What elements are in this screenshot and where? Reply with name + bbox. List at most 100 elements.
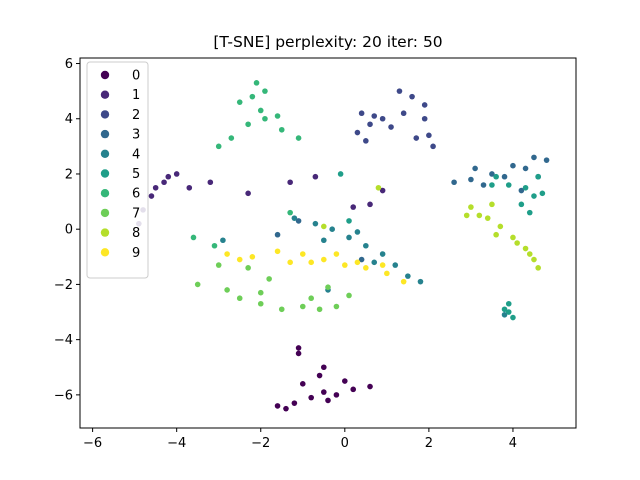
point-class-2	[354, 129, 361, 136]
point-class-1	[186, 184, 193, 191]
point-class-8	[484, 215, 491, 221]
scatter-points	[136, 80, 550, 412]
series-2	[354, 88, 436, 150]
point-class-1	[367, 201, 373, 208]
point-class-8	[476, 212, 483, 219]
point-class-1	[152, 184, 159, 191]
point-class-3	[522, 165, 529, 172]
point-class-9	[363, 265, 369, 271]
point-class-2	[358, 110, 365, 117]
legend-label: 8	[132, 226, 140, 241]
point-class-4	[220, 237, 226, 244]
point-class-5	[505, 182, 512, 188]
x-tick-label: −6	[83, 436, 102, 451]
point-class-4	[363, 242, 369, 249]
point-class-0	[295, 350, 302, 357]
point-class-6	[228, 135, 235, 141]
point-class-3	[451, 179, 457, 186]
point-class-9	[342, 262, 348, 268]
legend-item-9: 9	[100, 246, 140, 261]
point-class-4	[354, 229, 361, 235]
point-class-4	[312, 220, 319, 227]
point-class-2	[388, 124, 394, 130]
legend-marker	[100, 189, 110, 198]
point-class-4	[321, 237, 327, 244]
point-class-1	[161, 179, 167, 186]
point-class-5	[493, 173, 499, 180]
point-class-3	[531, 154, 537, 161]
legend-item-5: 5	[100, 167, 140, 182]
point-class-1	[207, 179, 214, 186]
legend-item-8: 8	[100, 226, 140, 241]
axes-frame	[79, 57, 577, 429]
point-class-6	[211, 242, 218, 249]
point-class-5	[505, 309, 512, 315]
point-class-2	[426, 132, 432, 139]
point-class-5	[535, 173, 541, 180]
point-class-7	[257, 289, 264, 296]
point-class-1	[350, 204, 357, 210]
y-tick-label: −4	[54, 333, 73, 348]
point-class-7	[316, 306, 323, 313]
point-class-4	[392, 262, 399, 268]
y-tick-label: 6	[65, 57, 73, 72]
point-class-6	[257, 107, 264, 114]
point-class-2	[396, 88, 403, 94]
y-axis-ticks: −6 −4 −2 0 2 4 6	[54, 57, 80, 403]
point-class-4	[329, 226, 336, 232]
point-class-3	[510, 162, 516, 169]
legend-label: 0	[132, 69, 140, 84]
point-class-6	[249, 93, 256, 100]
point-class-6	[253, 80, 260, 86]
point-class-5	[522, 184, 529, 191]
point-class-9	[354, 259, 361, 266]
point-class-6	[274, 113, 281, 119]
point-class-1	[379, 187, 386, 194]
series-6	[190, 80, 302, 249]
point-class-5	[489, 182, 495, 188]
point-class-8	[375, 184, 382, 191]
y-tick-label: −6	[54, 388, 73, 403]
x-tick-label: −2	[251, 436, 270, 451]
legend-marker	[100, 208, 110, 218]
point-class-4	[417, 278, 424, 285]
point-class-7	[333, 303, 340, 310]
point-class-5	[526, 209, 533, 216]
point-class-3	[468, 176, 474, 183]
point-class-5	[505, 300, 512, 307]
point-class-6	[245, 121, 251, 128]
point-class-9	[333, 251, 340, 257]
point-class-2	[421, 115, 428, 122]
legend-items: 0 1 2 3 4 5 6 7 8 9	[100, 69, 140, 261]
point-class-1	[148, 193, 155, 199]
point-class-3	[501, 173, 508, 180]
point-class-4	[379, 251, 386, 257]
point-class-9	[379, 262, 386, 268]
plot-area: −6 −4 −2 0 2 4 −6 −4 −2 0 2 4 6	[54, 57, 577, 451]
point-class-1	[245, 190, 251, 197]
point-class-0	[325, 397, 331, 404]
point-class-1	[165, 173, 172, 180]
legend-item-6: 6	[100, 187, 140, 202]
point-class-9	[249, 254, 256, 260]
point-class-7	[266, 276, 272, 282]
point-class-8	[468, 204, 474, 210]
legend: 0 1 2 3 4 5 6 7 8 9	[86, 61, 149, 279]
point-class-8	[526, 251, 533, 257]
point-class-3	[274, 231, 281, 238]
point-class-7	[308, 295, 314, 302]
point-class-7	[299, 303, 306, 310]
legend-label: 4	[132, 147, 140, 162]
point-class-7	[194, 281, 201, 288]
point-class-0	[367, 383, 373, 390]
point-class-0	[350, 386, 357, 393]
point-class-8	[522, 245, 529, 252]
point-class-0	[316, 372, 323, 379]
point-class-2	[367, 121, 373, 128]
legend-marker	[100, 228, 110, 237]
point-class-0	[342, 378, 348, 384]
legend-label: 1	[132, 88, 140, 103]
point-class-3	[472, 165, 478, 172]
point-class-9	[236, 256, 243, 263]
